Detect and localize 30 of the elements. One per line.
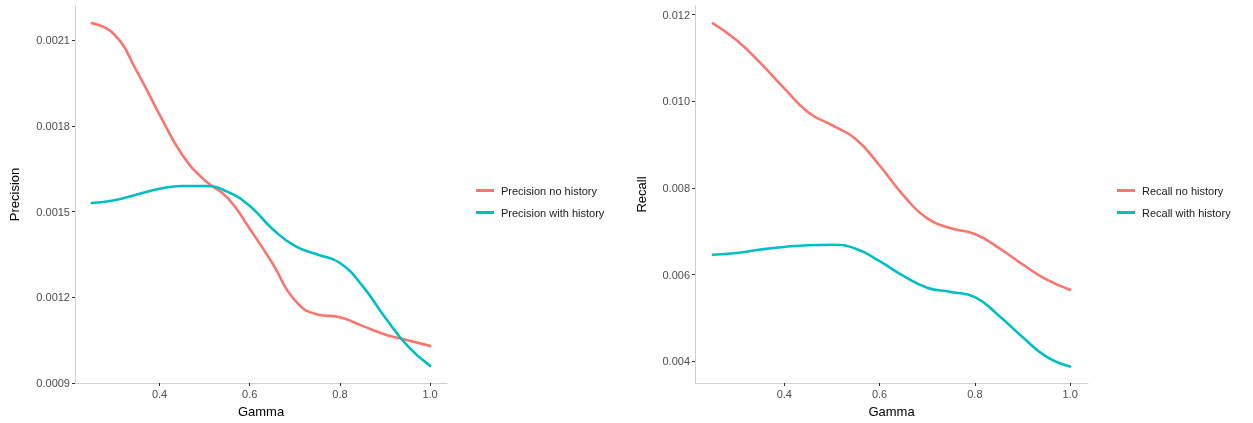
line-series: [90, 184, 432, 368]
legend-label: Recall no history: [1142, 184, 1224, 197]
y-tick-label: 0.0021: [36, 34, 70, 47]
y-tick-label: 0.012: [662, 8, 690, 21]
x-axis-title: Gamma: [868, 404, 916, 419]
x-tick-label: 1.0: [422, 387, 438, 400]
y-tick-label: 0.004: [662, 355, 690, 368]
x-tick-label: 0.8: [332, 387, 348, 400]
y-axis-title: Recall: [634, 176, 649, 213]
y-tick-label: 0.0012: [36, 291, 70, 304]
y-tick-label: 0.0015: [36, 205, 70, 218]
y-tick-label: 0.008: [662, 182, 690, 194]
x-tick-label: 1.0: [1062, 387, 1078, 400]
y-tick-label: 0.010: [662, 95, 690, 108]
legend-label: Recall with history: [1142, 206, 1232, 219]
y-tick-label: 0.0018: [36, 119, 70, 132]
legend-label: Precision with history: [501, 206, 605, 219]
line-series: [711, 22, 1072, 292]
line-series: [90, 21, 432, 348]
y-tick-label: 0.0009: [36, 377, 70, 389]
y-tick-label: 0.006: [662, 268, 690, 281]
x-tick-label: 0.6: [242, 387, 258, 400]
x-tick-label: 0.4: [151, 387, 168, 400]
y-axis-title: Precision: [7, 167, 22, 222]
x-axis-title: Gamma: [237, 404, 285, 419]
x-tick-label: 0.8: [967, 387, 983, 400]
x-tick-label: 0.6: [871, 387, 888, 400]
legend-label: Precision no history: [501, 184, 598, 197]
x-tick-label: 0.4: [776, 387, 792, 400]
line-series: [711, 243, 1072, 368]
